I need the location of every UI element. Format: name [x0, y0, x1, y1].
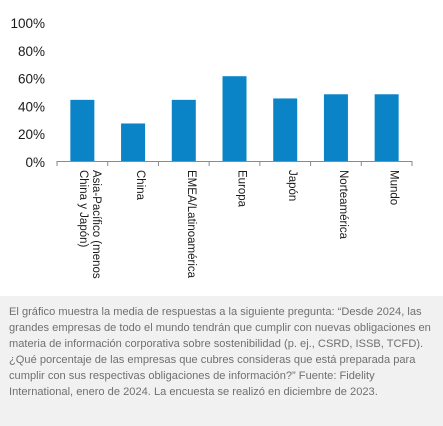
bar: [121, 123, 146, 161]
bar: [374, 94, 399, 161]
x-tick-label: EMEA/Latinoamérica: [185, 170, 197, 279]
bar: [273, 98, 298, 161]
y-tick-label: 80%: [18, 44, 45, 59]
y-tick-label: 100%: [10, 16, 45, 31]
bars: [70, 76, 399, 161]
bar: [171, 99, 196, 161]
chart-caption: El gráfico muestra la media de respuesta…: [9, 306, 431, 398]
x-tick-label: Mundo: [388, 170, 400, 205]
x-tick-label: Japón: [286, 170, 298, 201]
bar: [323, 94, 348, 161]
x-tick-label: China y Japón): [77, 170, 89, 248]
x-axis-ticks: [56, 161, 413, 166]
x-tick-label: Europa: [236, 170, 248, 208]
bar: [222, 76, 247, 161]
x-tick-label: China: [134, 170, 146, 201]
x-tick-label: Norteamérica: [337, 170, 349, 240]
y-axis-ticks: 0% 20% 40% 60% 80% 100%: [10, 16, 45, 170]
y-tick-label: 20%: [18, 127, 45, 142]
y-tick-label: 40%: [18, 99, 45, 114]
caption-box: El gráfico muestra la media de respuesta…: [0, 296, 443, 426]
bar: [70, 99, 95, 161]
y-tick-label: 0%: [25, 155, 45, 170]
y-tick-label: 60%: [18, 72, 45, 87]
bar-chart: 0%20%40%60%80%100% Asia-Pacífico (menosC…: [10, 16, 413, 279]
x-tick-label: Asia-Pacífico (menos: [90, 170, 102, 279]
